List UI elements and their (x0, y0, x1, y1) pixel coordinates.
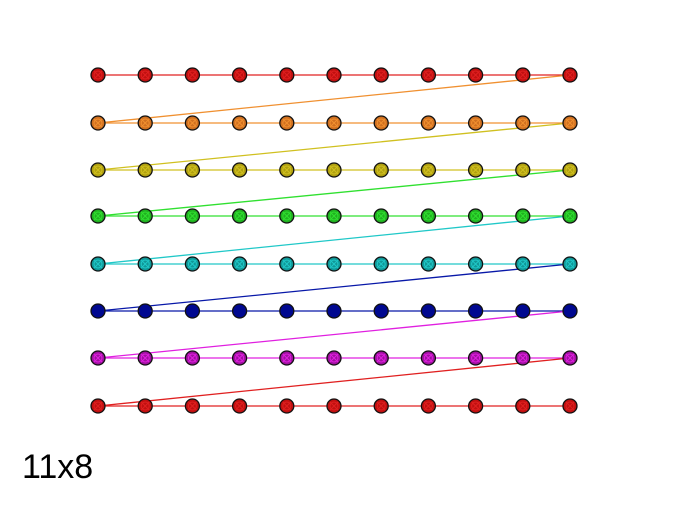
corner-point (231, 303, 248, 319)
corner-point (467, 303, 484, 319)
corner-ring (565, 165, 575, 175)
corner-ring (518, 211, 528, 221)
corner-ring (329, 259, 339, 269)
corner-ring (565, 401, 575, 411)
corner-ring (471, 401, 481, 411)
corner-ring (140, 211, 150, 221)
corner-ring (423, 259, 433, 269)
corner-ring (423, 353, 433, 363)
corner-point (90, 303, 106, 319)
corner-ring (565, 70, 575, 80)
corner-point (326, 303, 342, 319)
corner-ring (140, 353, 150, 363)
corner-ring (140, 118, 150, 128)
corner-ring (282, 70, 292, 80)
corner-ring (93, 401, 103, 411)
corner-ring (518, 353, 528, 363)
corner-ring (93, 259, 103, 269)
corner-ring (471, 353, 481, 363)
corner-ring (235, 353, 245, 363)
corner-ring (376, 211, 386, 221)
corner-point (279, 303, 295, 319)
corner-ring (518, 118, 528, 128)
corner-ring (329, 211, 339, 221)
corner-ring (423, 70, 433, 80)
corner-ring (376, 165, 386, 175)
corner-ring (140, 70, 150, 80)
corner-ring (187, 165, 197, 175)
row-link (97, 310, 571, 359)
corner-point (184, 303, 201, 319)
corner-ring (329, 118, 339, 128)
corner-ring (187, 401, 197, 411)
row-link (97, 122, 571, 171)
corner-ring (376, 401, 386, 411)
corner-point (137, 303, 153, 319)
corner-ring (282, 353, 292, 363)
corner-ring (329, 165, 339, 175)
corner-ring (235, 211, 245, 221)
row-link (97, 74, 571, 124)
corner-ring (93, 211, 103, 221)
corner-ring (329, 353, 339, 363)
corner-ring (235, 118, 245, 128)
corner-ring (235, 259, 245, 269)
corner-ring (565, 118, 575, 128)
corner-point (562, 303, 578, 319)
row-link (97, 357, 571, 407)
corner-ring (518, 165, 528, 175)
corner-ring (423, 165, 433, 175)
corner-ring (423, 118, 433, 128)
corner-ring (376, 259, 386, 269)
corner-ring (140, 259, 150, 269)
corner-point (373, 303, 389, 319)
row-link (97, 215, 571, 265)
corner-ring (565, 211, 575, 221)
corner-ring (423, 211, 433, 221)
corner-ring (518, 259, 528, 269)
corner-ring (376, 118, 386, 128)
corner-point (420, 303, 437, 319)
corner-ring (376, 353, 386, 363)
corner-ring (471, 70, 481, 80)
corner-ring (518, 401, 528, 411)
corner-ring (518, 70, 528, 80)
corner-ring (471, 259, 481, 269)
corner-ring (329, 70, 339, 80)
corner-ring (282, 401, 292, 411)
row-link (97, 169, 571, 217)
corner-ring (471, 211, 481, 221)
corner-ring (187, 259, 197, 269)
corner-ring (93, 353, 103, 363)
corner-ring (282, 165, 292, 175)
corner-ring (282, 259, 292, 269)
corner-ring (140, 165, 150, 175)
corner-ring (93, 70, 103, 80)
corner-ring (93, 118, 103, 128)
corner-ring (235, 165, 245, 175)
corner-ring (282, 118, 292, 128)
corner-ring (329, 401, 339, 411)
corner-ring (93, 165, 103, 175)
corners (90, 67, 578, 414)
grid-size-label: 11x8 (22, 448, 93, 486)
corner-ring (140, 401, 150, 411)
corner-ring (187, 211, 197, 221)
corner-ring (471, 118, 481, 128)
corner-ring (376, 70, 386, 80)
corner-ring (187, 118, 197, 128)
corner-ring (282, 211, 292, 221)
corner-ring (187, 70, 197, 80)
corner-ring (235, 70, 245, 80)
corner-point (515, 303, 531, 319)
corner-ring (235, 401, 245, 411)
corner-ring (565, 353, 575, 363)
corner-ring (565, 259, 575, 269)
corner-ring (423, 401, 433, 411)
corner-ring (471, 165, 481, 175)
row-link (97, 263, 571, 312)
corner-ring (187, 353, 197, 363)
